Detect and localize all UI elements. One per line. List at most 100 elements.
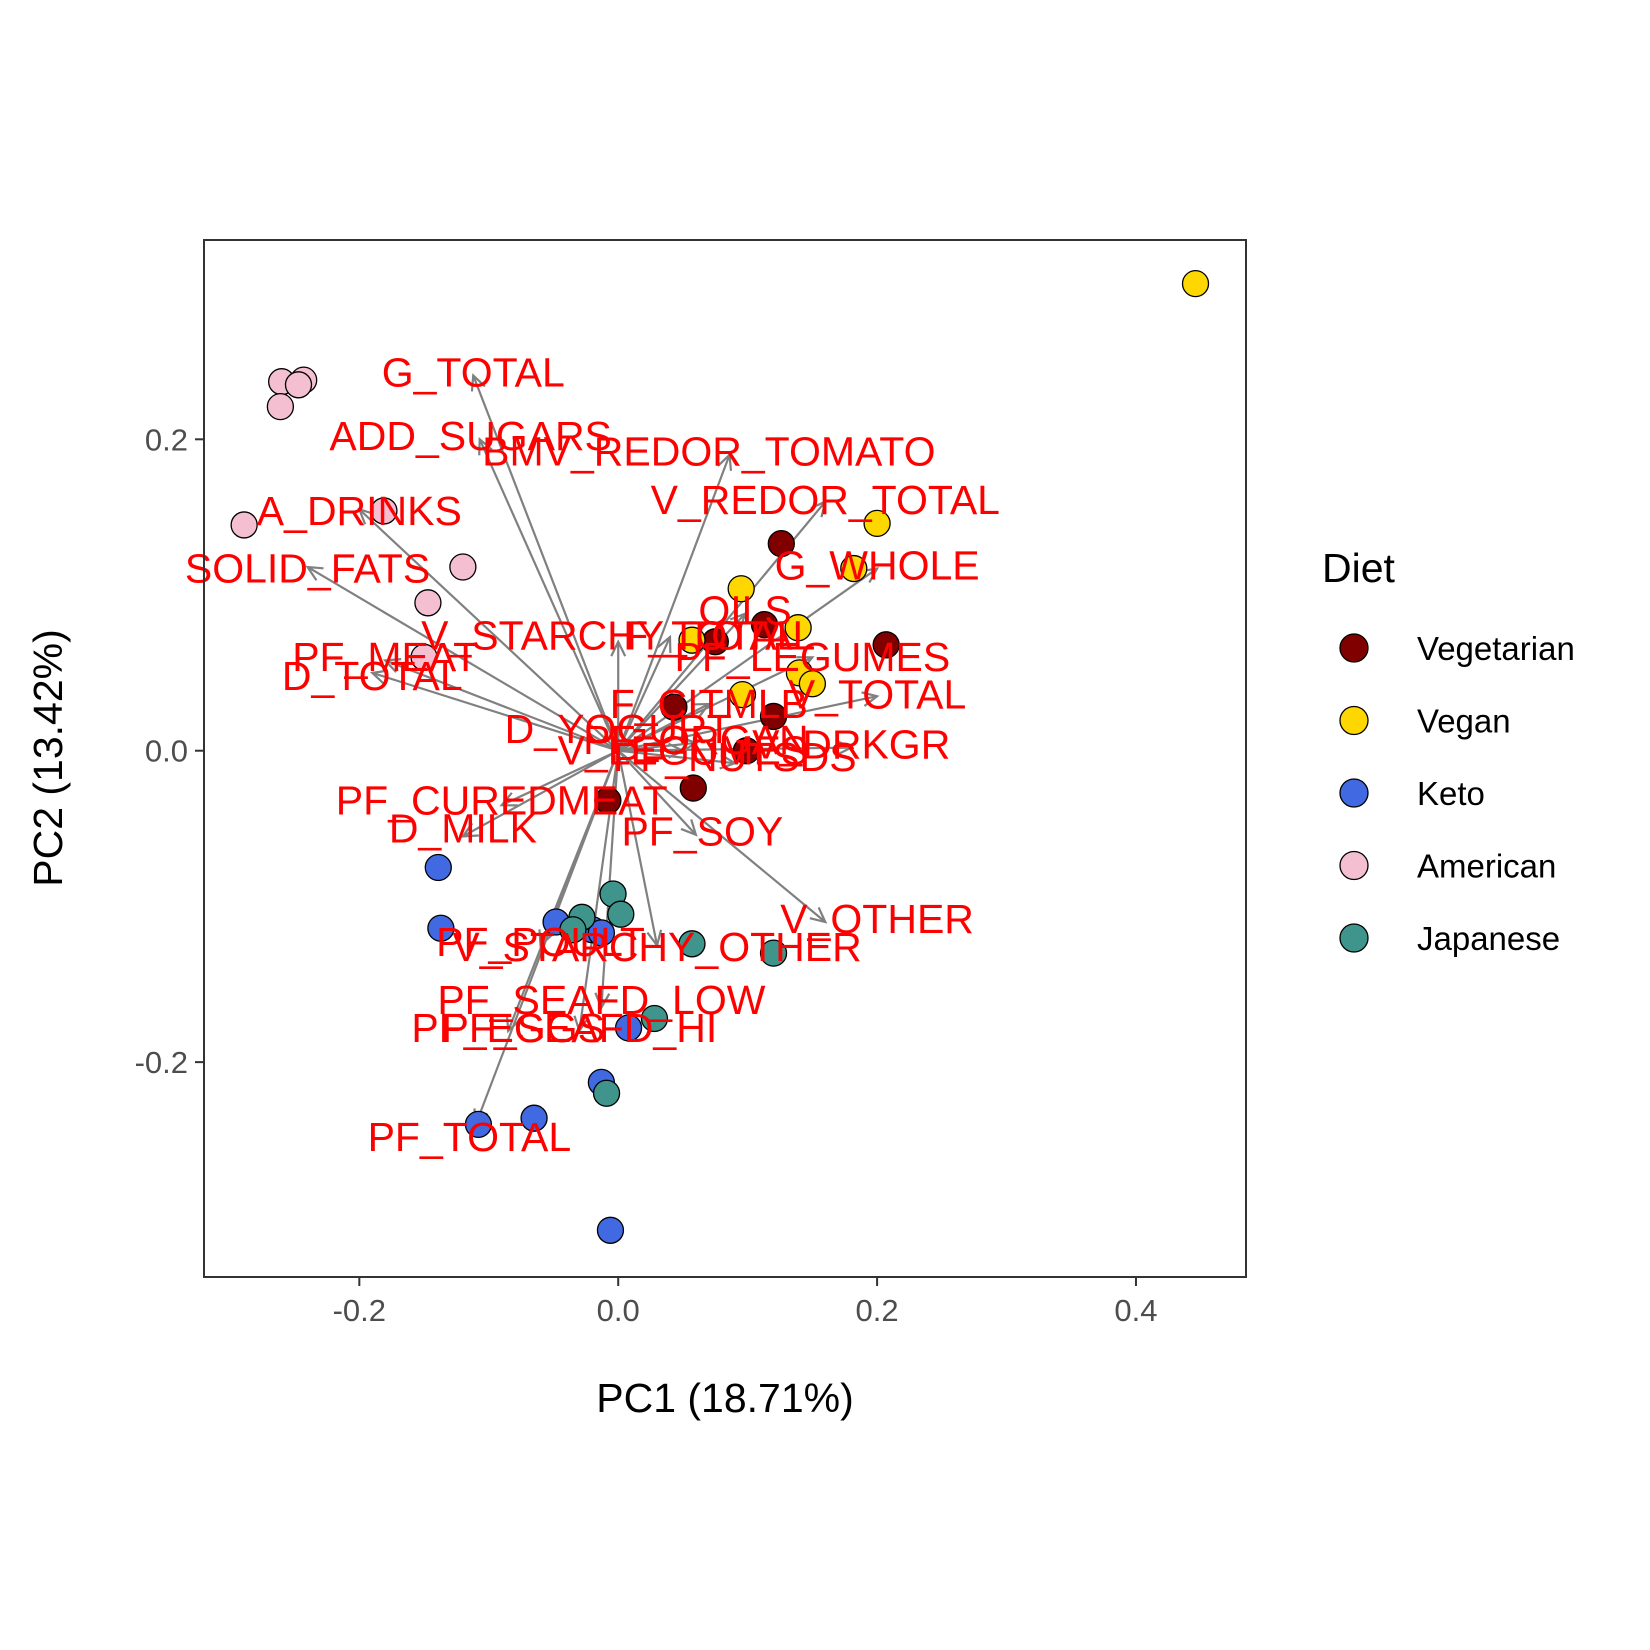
legend-item-keto: Keto — [1339, 775, 1485, 812]
point-japanese-4 — [559, 916, 587, 944]
loading-arrow-f-citmlb — [617, 702, 712, 752]
point-japanese-2 — [607, 900, 635, 928]
loading-label-pf-nutsds: PF_NUTSDS — [613, 734, 857, 780]
loading-arrow-v-other — [617, 749, 828, 924]
point-american-7 — [449, 553, 477, 581]
x-tick-label: 0.2 — [856, 1293, 899, 1328]
loading-arrow-d-milk — [460, 749, 619, 838]
loading-label-pf-seafd-low: PF_SEAFD_LOW — [437, 977, 765, 1023]
loading-arrow-pf-nutsds — [618, 749, 738, 770]
point-keto-2 — [427, 914, 455, 942]
point-vegan-8 — [798, 670, 827, 698]
legend-label-american: American — [1417, 848, 1556, 885]
x-tick-label: -0.2 — [333, 1293, 386, 1328]
loading-label-pf-poult: PF_POULT — [436, 919, 645, 965]
point-american-5 — [230, 511, 258, 539]
loading-arrow-a-drinks — [357, 507, 619, 752]
loading-arrow-f-total — [617, 634, 672, 752]
loading-arrow-add-sugars — [478, 436, 620, 752]
point-vegetarian-6 — [732, 737, 761, 765]
point-american-8 — [414, 589, 442, 617]
loading-label-pf-meat: PF_MEAT — [292, 634, 478, 680]
loading-arrow-v-legumes — [618, 742, 686, 759]
loading-label-d-milk: D_MILK — [389, 806, 537, 852]
loading-label-bmv-redor-tomato: BMV_REDOR_TOMATO — [482, 429, 935, 475]
loading-label-solid-fats: SOLID_FATS — [185, 545, 430, 591]
point-vegetarian-2 — [750, 610, 779, 639]
loading-label-pf-legumes: PF_LEGUMES — [675, 634, 951, 680]
point-vegetarian-1 — [767, 529, 795, 558]
y-tick-label: 0.2 — [145, 422, 188, 457]
loading-arrow-solid-fats — [305, 565, 619, 752]
loading-label-v-starchy-total: V_STARCHY_TOTAL — [421, 612, 815, 658]
legend-key-keto — [1339, 778, 1369, 808]
point-vegan-5 — [784, 614, 812, 642]
loading-label-add-sugars: ADD_SUGARS — [329, 413, 612, 459]
point-vegan-9 — [728, 681, 757, 709]
point-vegetarian-9 — [872, 631, 900, 659]
loading-label-v-redor-total: V_REDOR_TOTAL — [651, 477, 1000, 523]
point-japanese-7 — [640, 1004, 669, 1033]
legend-items: Vegetarian Vegan Keto American Japanese — [1339, 630, 1575, 957]
loading-label-pf-curedmeat: PF_CUREDMEAT — [336, 777, 668, 823]
loading-label-d-total: D_TOTAL — [282, 653, 463, 699]
loading-label-v-drkgr: V_DRKGR — [752, 721, 950, 767]
y-axis-title: PC2 (13.42%) — [25, 629, 71, 887]
loading-label-pf-soy: PF_SOY — [621, 809, 783, 855]
loading-arrow-pf-curedmeat — [499, 749, 619, 807]
point-vegetarian-5 — [759, 702, 788, 731]
x-axis-title: PC1 (18.71%) — [596, 1375, 854, 1421]
point-japanese-8 — [592, 1079, 621, 1107]
x-tick-label: 0.4 — [1114, 1293, 1157, 1328]
y-axis: -0.2 0.0 0.2 — [135, 422, 204, 1080]
legend-item-vegetarian: Vegetarian — [1339, 630, 1575, 667]
loading-arrow-d-yogurt — [610, 724, 627, 751]
point-keto-6 — [614, 1014, 643, 1042]
legend-label-vegetarian: Vegetarian — [1417, 630, 1575, 667]
loading-label-pf-total: PF_TOTAL — [368, 1114, 572, 1160]
plot-panel — [204, 240, 1246, 1277]
loading-label-v-legumes: V_LEGUMES — [558, 728, 809, 774]
y-tick-label: 0.0 — [145, 734, 188, 769]
loading-label-d-yogurt: D_YOGURT — [505, 706, 732, 752]
point-keto-1 — [424, 853, 452, 882]
loading-arrow-d-total — [369, 669, 619, 752]
point-vegan-6 — [678, 626, 706, 654]
point-vegan-4 — [727, 575, 755, 603]
point-keto-9 — [464, 1110, 493, 1139]
point-japanese-5 — [678, 930, 706, 958]
loading-arrow-pf-meat — [382, 658, 619, 752]
y-tick-label: -0.2 — [135, 1045, 188, 1080]
legend-key-american — [1339, 850, 1369, 881]
legend-item-japanese: Japanese — [1339, 920, 1560, 957]
legend-title: Diet — [1322, 545, 1396, 591]
legend-label-japanese: Japanese — [1417, 920, 1560, 957]
point-vegan-1 — [1181, 269, 1210, 298]
loading-arrow-bmv-redor-tomato — [617, 452, 733, 752]
legend-item-american: American — [1339, 848, 1556, 885]
loading-label-pf-seafd-hi: PF_SEAFD_HI — [442, 1005, 718, 1051]
loading-label-v-other: V_OTHER — [780, 896, 974, 942]
score-points — [230, 269, 1210, 1244]
loading-label-pf-eggs: PF_EGGS — [411, 1005, 605, 1051]
x-tick-label: 0.0 — [597, 1293, 640, 1328]
legend-key-vegan — [1339, 705, 1369, 736]
point-vegetarian-8 — [594, 786, 622, 815]
legend-item-vegan: Vegan — [1339, 703, 1511, 740]
point-vegan-2 — [863, 509, 891, 538]
point-keto-5 — [587, 919, 616, 947]
point-keto-8 — [520, 1104, 548, 1132]
loading-label-g-total: G_TOTAL — [382, 349, 565, 395]
point-vegan-3 — [840, 554, 868, 583]
point-vegetarian-7 — [679, 774, 707, 802]
point-vegetarian-4 — [660, 693, 688, 721]
point-american-6 — [370, 497, 398, 525]
loading-label-f-citmlb: F_CITMLB — [610, 681, 808, 727]
x-axis: -0.2 0.0 0.2 0.4 — [333, 1277, 1158, 1328]
loading-label-v-starchy-other: V_STARCHY_OTHER — [452, 924, 861, 970]
loading-label-a-drinks: A_DRINKS — [257, 488, 462, 534]
plot-border — [203, 239, 1247, 1278]
legend-label-keto: Keto — [1417, 775, 1485, 812]
point-japanese-6 — [759, 939, 788, 967]
